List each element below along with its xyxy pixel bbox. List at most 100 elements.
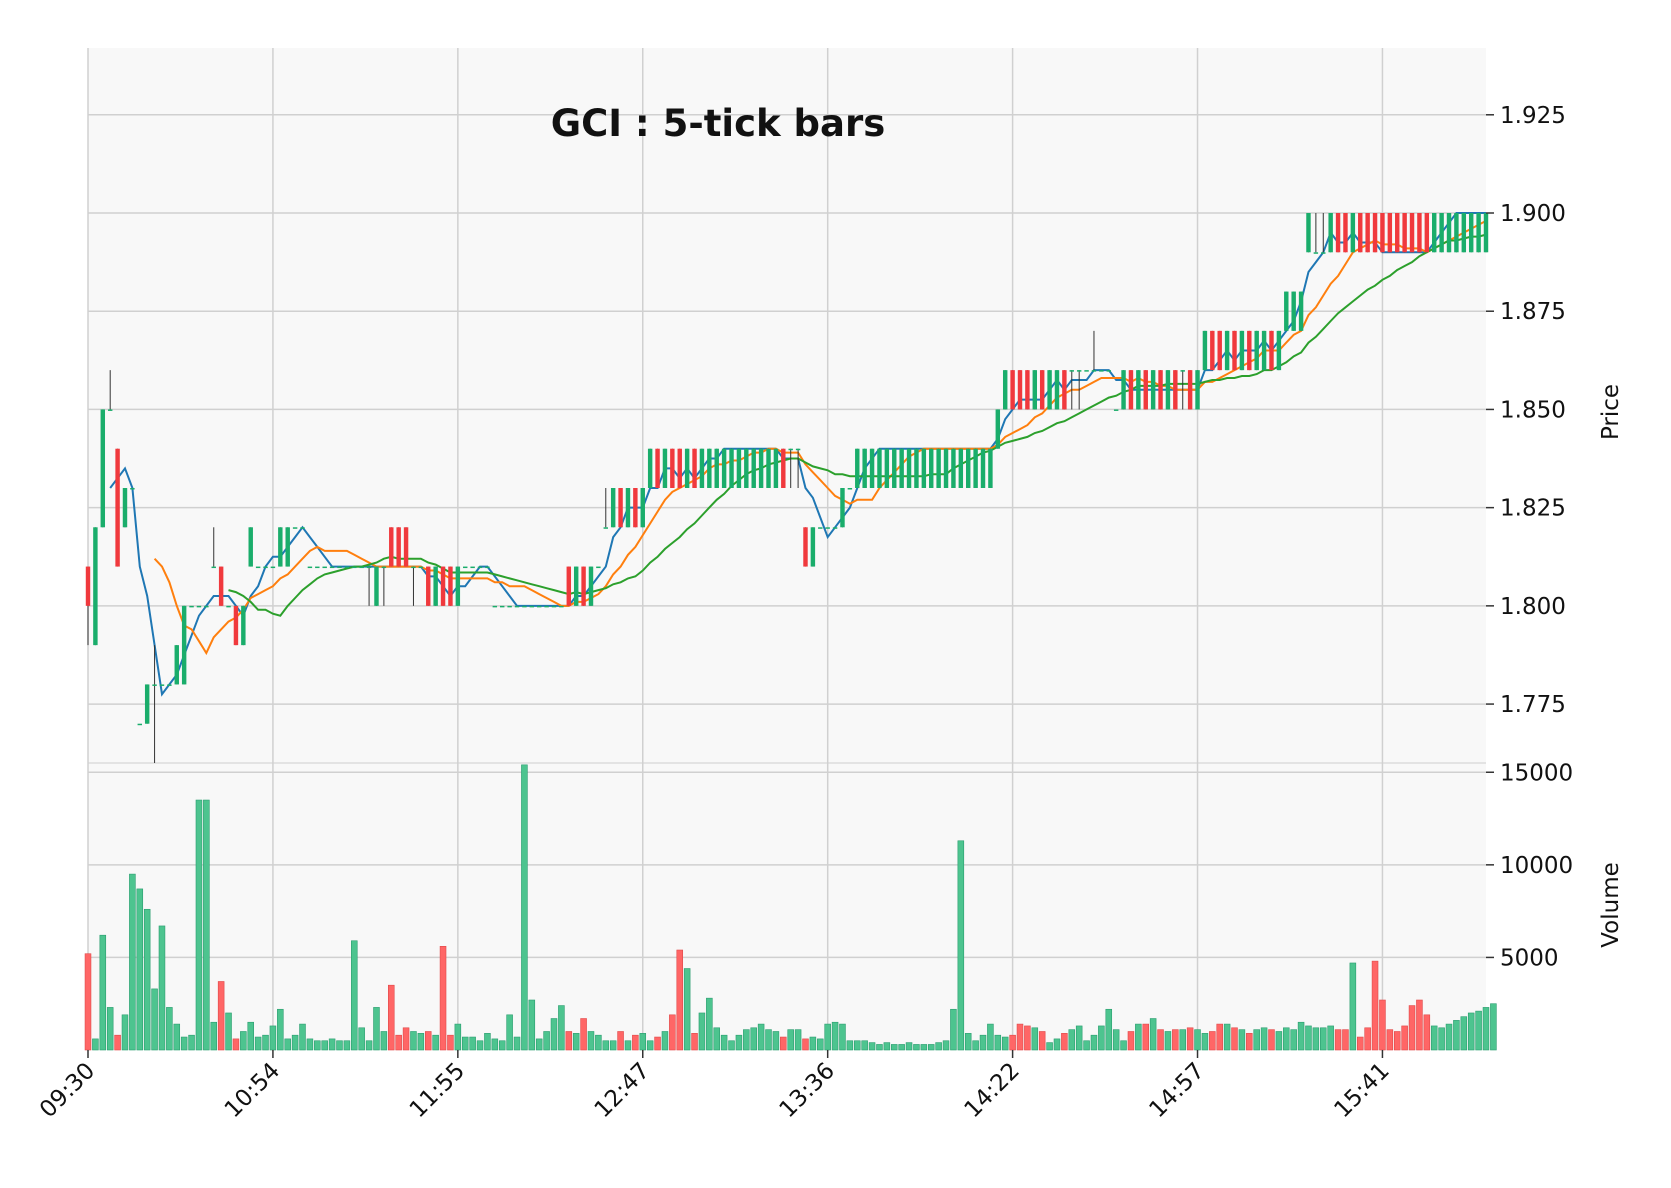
candle-body <box>1372 213 1378 253</box>
volume-bar <box>1356 1036 1364 1051</box>
candle <box>936 448 941 488</box>
volume-bar <box>861 1040 868 1051</box>
volume-bar <box>558 1005 565 1051</box>
candle-body <box>1350 213 1356 253</box>
candle-body <box>943 448 949 488</box>
volume-bar <box>1268 1029 1275 1051</box>
volume-bar <box>691 1033 698 1051</box>
candle-body <box>1010 370 1015 410</box>
price-axis-label: Price <box>1598 384 1624 440</box>
candle <box>966 448 971 488</box>
candle-body <box>152 684 157 686</box>
candle <box>374 566 379 606</box>
candle-body <box>810 527 816 567</box>
candle <box>892 448 897 488</box>
candle <box>684 448 690 488</box>
candle-body <box>189 605 194 608</box>
candle-body <box>758 448 764 488</box>
volume-tick-label: 5000 <box>1500 945 1559 971</box>
volume-bar <box>1194 1029 1201 1051</box>
candle <box>1032 370 1038 410</box>
volume-bar <box>469 1036 476 1051</box>
candle-body <box>433 566 438 606</box>
candle-body <box>551 605 557 608</box>
candle <box>573 566 579 606</box>
volume-bar <box>1112 1029 1120 1051</box>
candle-body <box>204 605 209 608</box>
volume-bar <box>735 1034 743 1051</box>
candle-body <box>396 527 401 567</box>
candle-body <box>1062 370 1067 410</box>
candle-body <box>818 527 823 529</box>
candle <box>1113 409 1119 411</box>
candle-body <box>1454 213 1459 253</box>
volume-bar <box>1216 1023 1223 1051</box>
volume-bar <box>972 1040 979 1051</box>
volume-bar <box>757 1023 765 1051</box>
candle <box>1328 213 1333 253</box>
candle-body <box>840 488 845 528</box>
volume-series <box>84 764 1497 1051</box>
candle <box>551 605 557 608</box>
volume-bar <box>1105 1008 1113 1051</box>
volume-bar <box>602 1040 610 1051</box>
candle-body <box>832 527 838 529</box>
volume-bar <box>713 1027 720 1051</box>
candle-body <box>181 605 187 685</box>
volume-bar <box>395 1034 402 1051</box>
candle-body <box>255 566 261 569</box>
volume-bar <box>1024 1025 1031 1051</box>
volume-bar <box>979 1034 987 1051</box>
candle <box>1173 370 1178 410</box>
candle-body <box>322 566 327 569</box>
volume-bar <box>328 1038 336 1051</box>
candle-body <box>1187 370 1193 410</box>
volume-bar <box>905 1042 913 1051</box>
candle <box>329 566 335 569</box>
candle-body <box>559 605 564 608</box>
candle-body <box>729 448 734 488</box>
candle-body <box>1358 213 1363 253</box>
volume-bar <box>609 1040 617 1051</box>
candle-body <box>374 566 379 606</box>
candle <box>411 566 416 606</box>
candle-body <box>610 488 616 528</box>
candle <box>1232 330 1237 371</box>
candle <box>544 605 549 608</box>
volume-bar <box>1320 1027 1327 1051</box>
candle <box>337 566 342 569</box>
candle-body <box>1343 213 1348 253</box>
candle <box>352 566 357 569</box>
candle-body <box>1106 370 1111 372</box>
volume-bar <box>1149 1018 1157 1051</box>
volume-bar <box>698 1012 706 1051</box>
candle-body <box>1298 291 1304 331</box>
candle <box>899 448 904 488</box>
candle-body <box>1269 330 1274 371</box>
candle-body <box>596 566 601 569</box>
volume-bar <box>942 1040 950 1051</box>
volume-bar <box>1408 1005 1416 1051</box>
candle <box>418 566 424 569</box>
volume-bar <box>1246 1033 1253 1051</box>
volume-bar <box>1482 1007 1490 1051</box>
candle-body <box>381 566 387 569</box>
candle-body <box>736 448 742 488</box>
volume-bar <box>1334 1029 1342 1051</box>
volume-bar <box>491 1038 499 1051</box>
candle-body <box>485 566 490 569</box>
candle-body <box>359 566 364 569</box>
time-tick-label: 13:36 <box>775 1058 840 1123</box>
time-tick-label: 11:55 <box>405 1058 470 1123</box>
candle <box>877 448 882 488</box>
candle <box>167 684 172 686</box>
volume-bar <box>824 1023 831 1051</box>
volume-bar <box>136 888 144 1051</box>
volume-bar <box>1172 1029 1179 1051</box>
candle-body <box>477 566 483 569</box>
candle <box>278 527 283 567</box>
candle-body <box>877 448 882 488</box>
volume-bar <box>195 799 203 1051</box>
volume-bar <box>1238 1029 1246 1051</box>
volume-bar <box>92 1038 99 1051</box>
